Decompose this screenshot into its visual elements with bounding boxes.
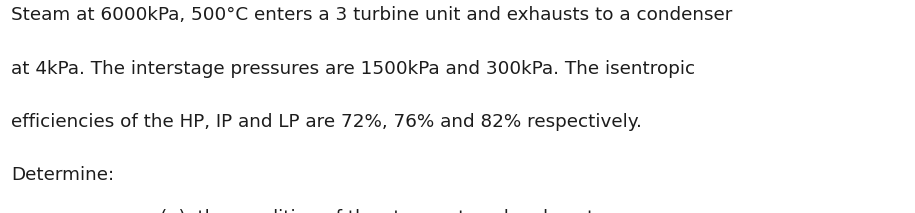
Text: (a). the condition of the steam at each exhaust: (a). the condition of the steam at each …: [160, 209, 595, 213]
Text: at 4kPa. The interstage pressures are 1500kPa and 300kPa. The isentropic: at 4kPa. The interstage pressures are 15…: [11, 60, 695, 78]
Text: Steam at 6000kPa, 500°C enters a 3 turbine unit and exhausts to a condenser: Steam at 6000kPa, 500°C enters a 3 turbi…: [11, 6, 732, 24]
Text: efficiencies of the HP, IP and LP are 72%, 76% and 82% respectively.: efficiencies of the HP, IP and LP are 72…: [11, 113, 641, 131]
Text: Determine:: Determine:: [11, 166, 114, 184]
